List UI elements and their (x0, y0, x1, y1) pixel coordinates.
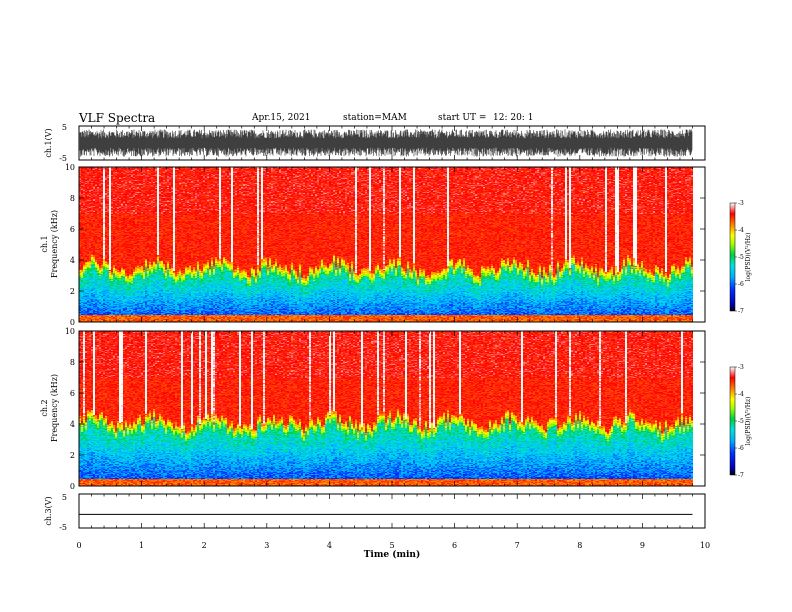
ch3-ytick-bottom: -5 (59, 523, 67, 532)
frequency-tick-label: 2 (70, 451, 75, 460)
ch2-colorbar-label: log(PSD)(V²/Hz) (745, 397, 752, 446)
ch3-waveform-ylabel: ch.3(V) (44, 496, 53, 525)
frequency-tick-label: 6 (70, 389, 75, 398)
frequency-tick-label: 0 (70, 318, 75, 327)
x-tick-label: 5 (389, 541, 394, 550)
ch3-waveform-panel: 5 -5 ch.3(V) 0 1 2 3 4 5 6 7 8 9 10 Time (min) (44, 493, 710, 560)
colorbar-tick-label: -4 (738, 391, 744, 398)
header-start-time: 12: 20: 1 (493, 113, 534, 123)
colorbar-tick-label: -4 (738, 227, 744, 234)
x-tick-label: 6 (452, 541, 457, 550)
x-tick-label: 0 (76, 541, 81, 550)
ch1-channel-label: ch.1 (40, 235, 49, 252)
frequency-tick-label: 8 (70, 358, 75, 367)
colorbar-tick-label: -7 (738, 472, 744, 479)
frequency-tick-label: 6 (70, 225, 75, 234)
ch1-waveform-panel: 5 -5 ch.1(V) (44, 123, 706, 163)
ch1-ytick-top: 5 (62, 123, 67, 132)
colorbar-tick-label: -7 (738, 308, 744, 315)
colorbar-tick-label: -5 (738, 254, 744, 261)
ch1-ytick-bottom: -5 (59, 154, 67, 163)
frequency-tick-label: 4 (70, 420, 75, 429)
x-tick-label: 7 (515, 541, 520, 550)
ch1-colorbar (729, 202, 736, 312)
x-tick-label: 4 (327, 541, 332, 550)
header-station: station=MAM (343, 113, 407, 123)
frequency-tick-label: 8 (70, 194, 75, 203)
ch3-waveform-frame (78, 493, 706, 529)
ch1-spectrogram-image (79, 167, 705, 322)
ch2-frequency-ylabel: Frequency (kHz) (50, 374, 59, 442)
ch2-colorbar (729, 366, 736, 476)
x-tick-label: 1 (139, 541, 144, 550)
ch3-ytick-top: 5 (62, 493, 67, 502)
header-date: Apr.15, 2021 (252, 113, 311, 123)
header-start-label: start UT = (438, 113, 487, 123)
colorbar-tick-label: -6 (738, 445, 744, 452)
x-tick-label: 10 (700, 541, 710, 550)
frequency-tick-label: 4 (70, 256, 75, 265)
ch1-waveform-trace (79, 129, 693, 157)
ch2-spectrogram-image (79, 331, 705, 486)
frequency-tick-label: 10 (65, 163, 75, 172)
frequency-tick-label: 10 (65, 327, 75, 336)
ch2-channel-label: ch.2 (40, 399, 49, 416)
ch1-waveform-ylabel: ch.1(V) (44, 128, 53, 157)
x-tick-label: 2 (202, 541, 207, 550)
frequency-tick-label: 2 (70, 287, 75, 296)
x-tick-label: 9 (640, 541, 645, 550)
colorbar-tick-label: -3 (738, 200, 744, 207)
time-xlabel: Time (min) (364, 549, 421, 560)
x-tick-label: 3 (264, 541, 269, 550)
colorbar-tick-label: -3 (738, 364, 744, 371)
ch1-colorbar-label: log(PSD)(V²/Hz) (745, 233, 752, 282)
ch1-frequency-ylabel: Frequency (kHz) (50, 210, 59, 278)
colorbar-tick-label: -6 (738, 281, 744, 288)
colorbar-tick-label: -5 (738, 418, 744, 425)
x-tick-label: 8 (577, 541, 582, 550)
frequency-tick-label: 0 (70, 482, 75, 491)
chart-title: VLF Spectra (79, 111, 156, 125)
